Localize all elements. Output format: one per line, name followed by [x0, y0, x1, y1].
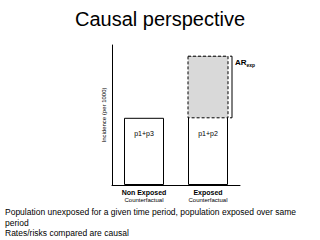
svg-text:p1+p2: p1+p2 [198, 130, 218, 138]
svg-text:Population unexposed for a giv: Population unexposed for a given time pe… [5, 207, 298, 217]
svg-text:period: period [5, 218, 29, 228]
svg-text:Counterfactual: Counterfactual [124, 197, 163, 203]
svg-text:Causal perspective: Causal perspective [75, 8, 245, 30]
svg-text:Counterfactual: Counterfactual [188, 197, 227, 203]
svg-text:p1+p3: p1+p3 [134, 130, 154, 138]
svg-text:Rates/risks compared are causa: Rates/risks compared are causal [5, 228, 129, 238]
svg-text:exp: exp [247, 62, 256, 68]
svg-text:Non Exposed: Non Exposed [122, 189, 167, 197]
svg-text:Incidence (per 1000): Incidence (per 1000) [101, 87, 107, 142]
svg-text:AR: AR [235, 58, 247, 67]
svg-text:Exposed: Exposed [193, 189, 222, 197]
